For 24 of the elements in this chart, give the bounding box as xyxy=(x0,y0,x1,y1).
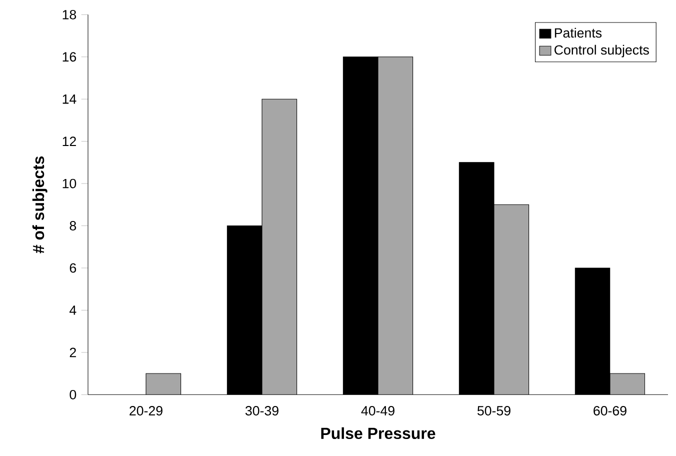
x-tick-label: 20-29 xyxy=(130,406,162,416)
legend-label: Control subjects xyxy=(554,44,649,58)
y-tick-label: 12 xyxy=(62,136,76,146)
y-tick-label: 18 xyxy=(62,10,76,20)
x-axis-title: Pulse Pressure xyxy=(321,427,436,440)
bar xyxy=(262,99,297,395)
x-tick-label: 30-39 xyxy=(245,406,278,416)
y-tick-label: 14 xyxy=(62,94,76,104)
y-tick-label: 2 xyxy=(70,348,76,358)
bar xyxy=(494,204,529,395)
y-tick-label: 8 xyxy=(70,221,76,230)
bar xyxy=(146,374,181,395)
y-tick-label: 0 xyxy=(70,390,76,400)
y-tick-label: 10 xyxy=(62,178,76,188)
legend-label: Patients xyxy=(554,28,602,38)
x-tick-label: 50-59 xyxy=(477,406,510,416)
x-tick-label: 60-69 xyxy=(594,406,626,416)
bar xyxy=(610,373,646,395)
y-tick-label: 4 xyxy=(70,306,76,315)
y-tick-label: 6 xyxy=(70,263,76,273)
bar xyxy=(378,56,413,395)
y-tick-label: 16 xyxy=(62,52,76,62)
x-tick-label: 40-49 xyxy=(361,406,394,416)
y-axis-title: # of subjects xyxy=(32,156,48,254)
